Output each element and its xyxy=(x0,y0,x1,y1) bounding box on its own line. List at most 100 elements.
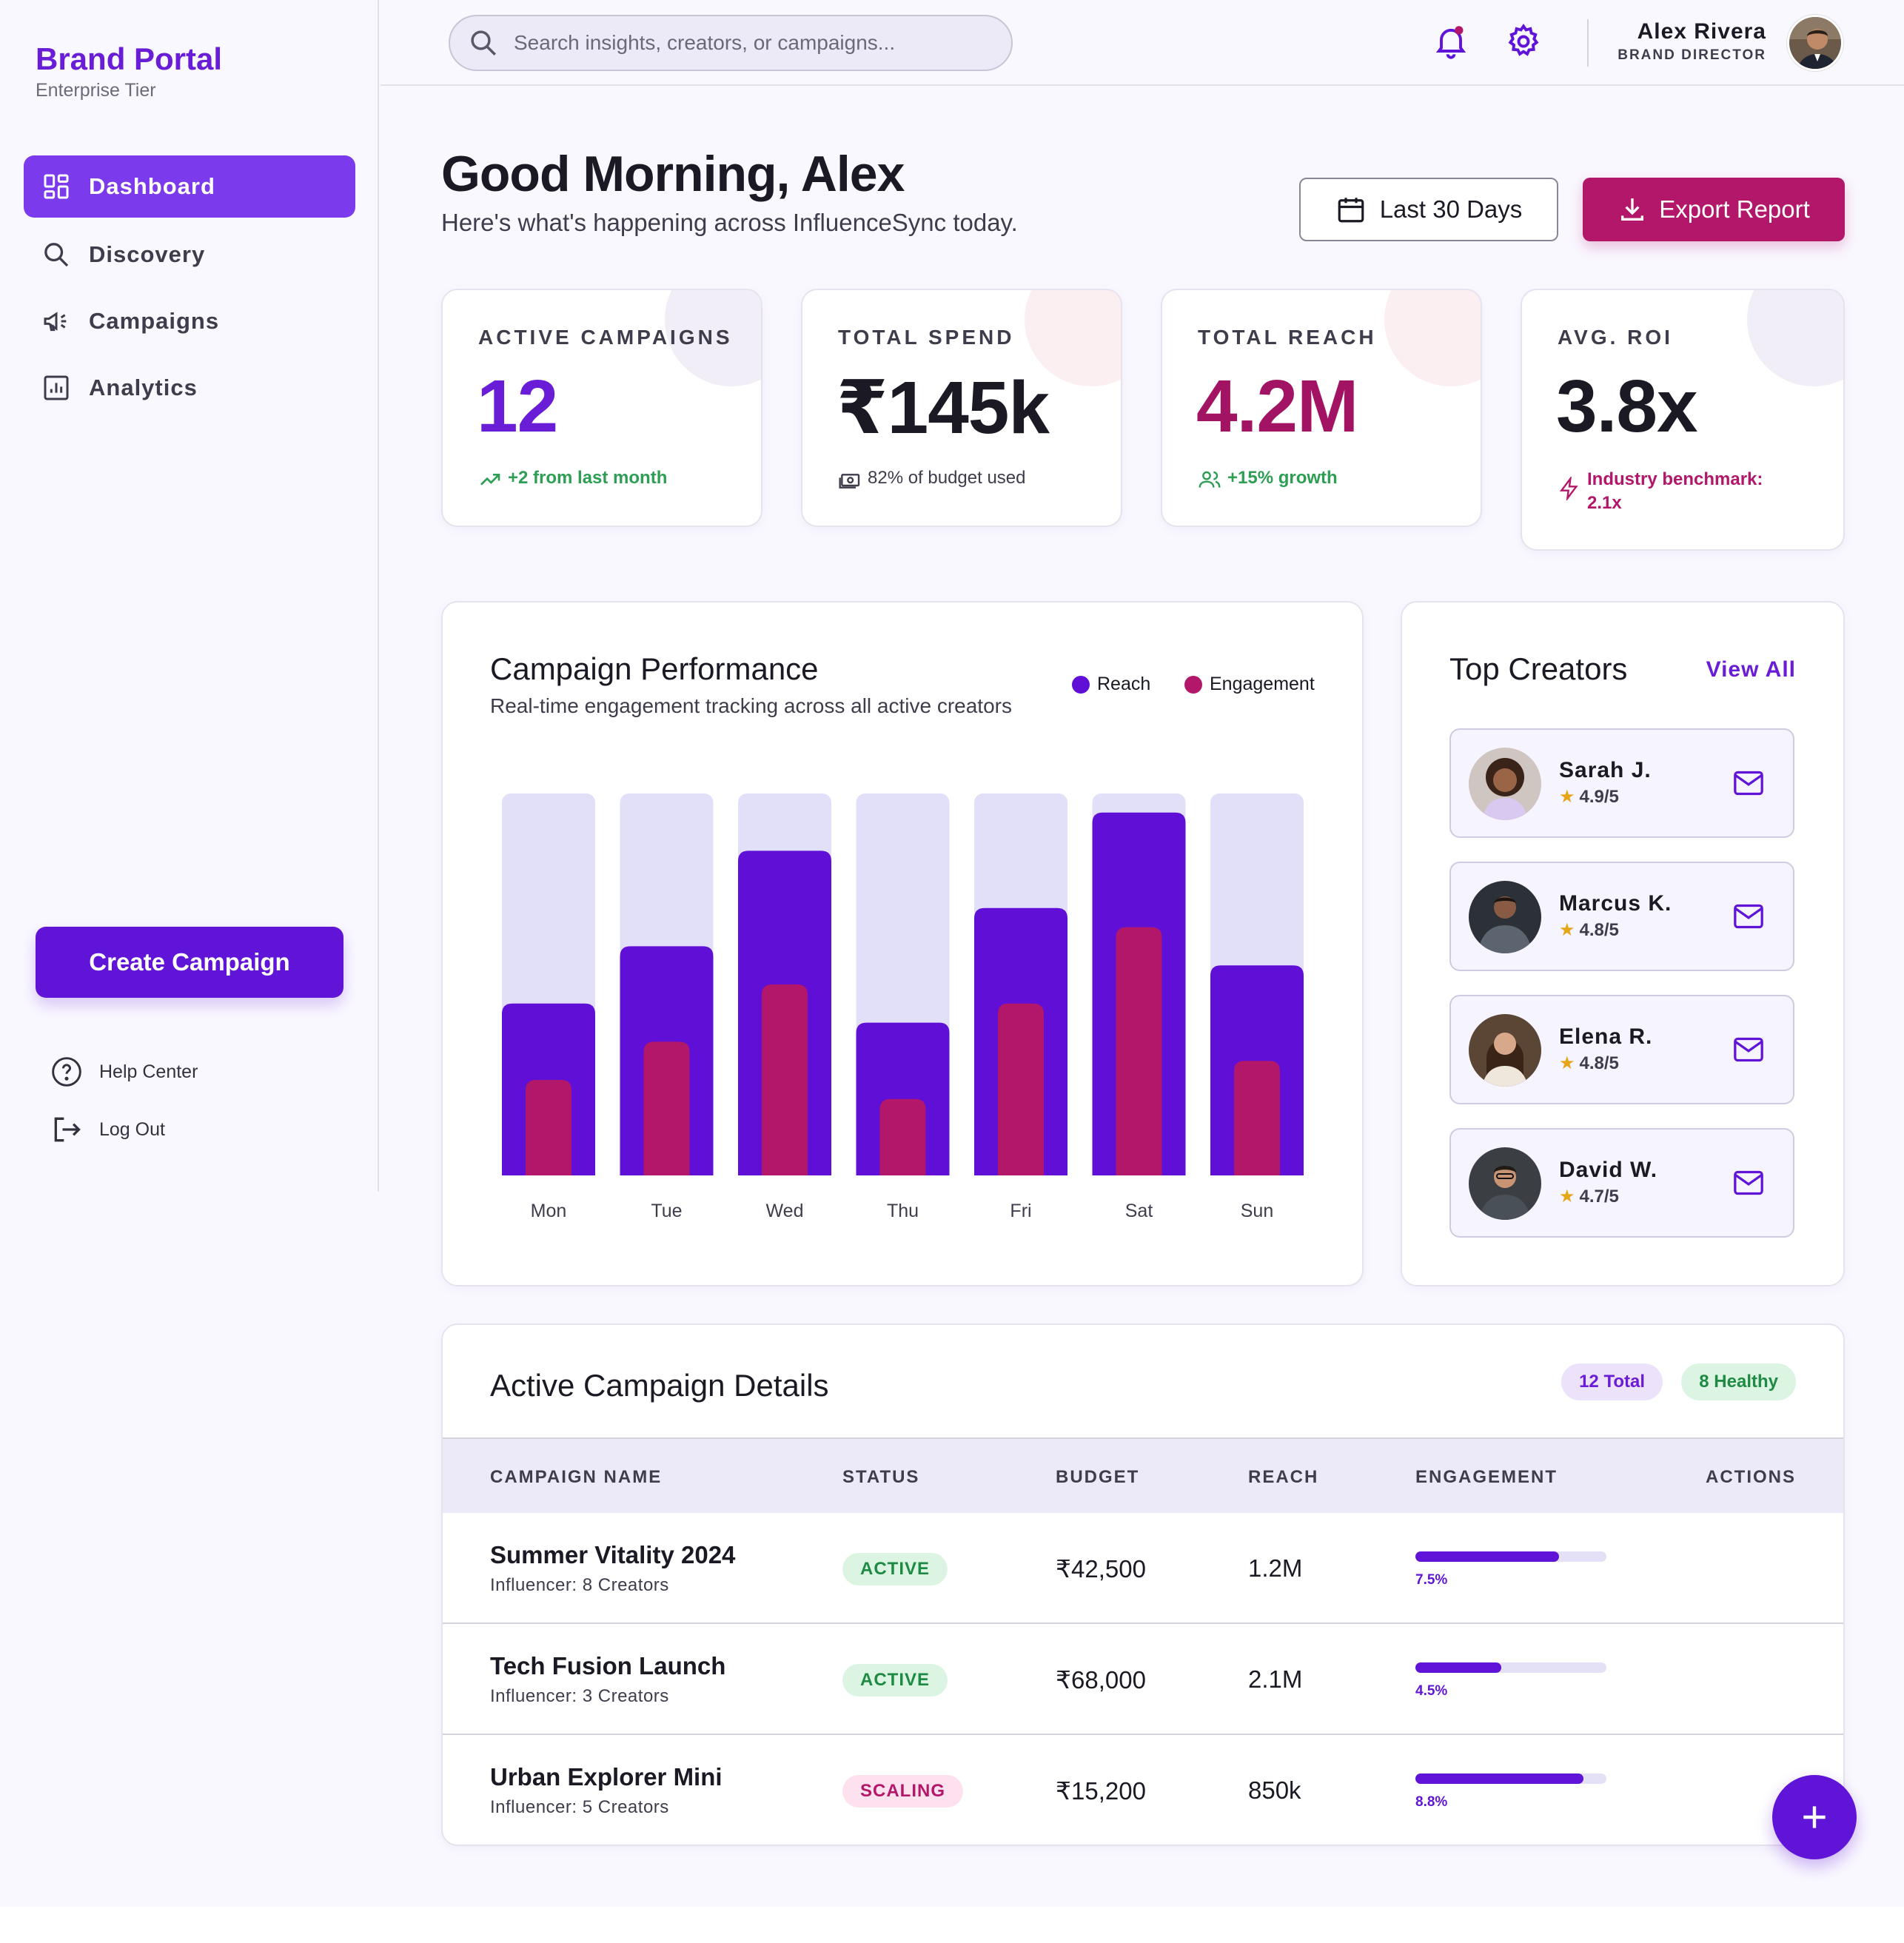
engagement-bar xyxy=(1415,1773,1606,1784)
view-all-link[interactable]: View All xyxy=(1706,657,1796,682)
brand-tier: Enterprise Tier xyxy=(36,80,156,101)
engagement-value: 7.5% xyxy=(1415,1572,1448,1588)
table-row[interactable]: Tech Fusion Launch Influencer: 3 Creator… xyxy=(443,1624,1843,1735)
star-icon: ★ xyxy=(1559,787,1575,807)
creator-rating: ★ 4.8/5 xyxy=(1559,1053,1619,1074)
dashboard-icon xyxy=(44,174,69,199)
x-tick-label: Thu xyxy=(887,1201,919,1221)
campaign-influencers: Influencer: 3 Creators xyxy=(490,1686,669,1706)
date-range-button[interactable]: Last 30 Days xyxy=(1299,178,1558,241)
add-fab-button[interactable] xyxy=(1772,1775,1857,1859)
creator-name: Elena R. xyxy=(1559,1024,1653,1049)
creator-name: David W. xyxy=(1559,1158,1658,1182)
search-bar[interactable] xyxy=(449,15,1013,71)
campaign-name: Urban Explorer Mini xyxy=(490,1763,723,1791)
star-icon: ★ xyxy=(1559,1053,1575,1073)
sidebar-item-dashboard[interactable]: Dashboard xyxy=(24,155,355,218)
logout-icon xyxy=(54,1117,81,1142)
top-creators-title: Top Creators xyxy=(1449,651,1628,686)
mail-icon[interactable] xyxy=(1732,1035,1765,1064)
column-header: ACTIONS xyxy=(1706,1467,1796,1487)
logout-link[interactable]: Log Out xyxy=(50,1113,165,1146)
bar-engagement-wed[interactable] xyxy=(762,984,808,1175)
engagement-value: 8.8% xyxy=(1415,1794,1448,1810)
bar-engagement-thu[interactable] xyxy=(879,1098,926,1175)
campaign-reach: 2.1M xyxy=(1248,1665,1303,1693)
column-header: BUDGET xyxy=(1056,1467,1140,1487)
user-role: BRAND DIRECTOR xyxy=(1618,47,1766,63)
bar-engagement-sat[interactable] xyxy=(1116,927,1162,1175)
campaign-reach: 1.2M xyxy=(1248,1554,1303,1582)
sidebar-item-campaigns[interactable]: Campaigns xyxy=(24,290,355,352)
export-report-button[interactable]: Export Report xyxy=(1583,178,1845,241)
avatar xyxy=(1469,881,1541,953)
bell-icon[interactable] xyxy=(1432,22,1470,61)
x-tick-label: Fri xyxy=(1010,1201,1031,1221)
legend-engagement: Engagement xyxy=(1184,674,1315,695)
table-title: Active Campaign Details xyxy=(490,1368,829,1403)
stat-foot-text: 82% of budget used xyxy=(868,468,1026,488)
gear-icon[interactable] xyxy=(1504,22,1543,61)
plus-icon xyxy=(1803,1806,1826,1828)
creator-card[interactable]: Marcus K. ★ 4.8/5 xyxy=(1449,862,1794,971)
creator-name: Marcus K. xyxy=(1559,891,1672,916)
page-subtitle: Here's what's happening across Influence… xyxy=(441,209,1018,236)
help-icon xyxy=(52,1057,81,1087)
search-input[interactable] xyxy=(514,31,995,55)
bar-engagement-mon[interactable] xyxy=(526,1080,571,1175)
stat-foot: +2 from last month xyxy=(478,468,667,491)
stat-value: 3.8x xyxy=(1556,365,1698,448)
engagement-bar xyxy=(1415,1551,1606,1562)
creator-name: Sarah J. xyxy=(1559,758,1652,782)
campaign-performance-card: Campaign Performance Real-time engagemen… xyxy=(441,601,1364,1286)
engagement-fill xyxy=(1415,1551,1559,1562)
sidebar-item-discovery[interactable]: Discovery xyxy=(24,224,355,286)
mail-icon[interactable] xyxy=(1732,902,1765,931)
campaign-influencers: Influencer: 8 Creators xyxy=(490,1575,669,1595)
legend-label: Reach xyxy=(1097,674,1151,694)
rating-value: 4.8/5 xyxy=(1579,920,1619,940)
avatar xyxy=(1469,748,1541,820)
sidebar-item-label: Dashboard xyxy=(89,173,215,199)
footer-strip xyxy=(0,1907,1904,1943)
creator-rating: ★ 4.9/5 xyxy=(1559,786,1619,808)
creator-rating: ★ 4.7/5 xyxy=(1559,1186,1619,1207)
mail-icon[interactable] xyxy=(1732,768,1765,798)
creator-card[interactable]: Sarah J. ★ 4.9/5 xyxy=(1449,728,1794,838)
stat-foot-text: +15% growth xyxy=(1227,468,1338,488)
creator-rating: ★ 4.8/5 xyxy=(1559,919,1619,941)
rating-value: 4.8/5 xyxy=(1579,1053,1619,1073)
stat-value: 4.2M xyxy=(1196,365,1358,448)
total-badge: 12 Total xyxy=(1561,1363,1663,1400)
rating-value: 4.7/5 xyxy=(1579,1187,1619,1207)
trending-up-icon xyxy=(480,474,500,486)
creator-card[interactable]: Elena R. ★ 4.8/5 xyxy=(1449,995,1794,1104)
chart-title: Campaign Performance xyxy=(490,651,819,686)
campaign-reach: 850k xyxy=(1248,1776,1301,1804)
create-campaign-button[interactable]: Create Campaign xyxy=(36,927,343,998)
sidebar-item-analytics[interactable]: Analytics xyxy=(24,357,355,419)
top-creators-card: Top Creators View All Sarah J. ★ 4.9/5 Ma… xyxy=(1401,601,1845,1286)
x-tick-label: Tue xyxy=(651,1201,682,1221)
sidebar-item-label: Discovery xyxy=(89,241,206,267)
avatar[interactable] xyxy=(1787,15,1843,71)
engagement-fill xyxy=(1415,1662,1502,1673)
mail-icon[interactable] xyxy=(1732,1168,1765,1198)
legend-label: Engagement xyxy=(1210,674,1315,694)
column-header: REACH xyxy=(1248,1467,1319,1487)
x-tick-label: Sun xyxy=(1241,1201,1273,1221)
column-header: ENGAGEMENT xyxy=(1415,1467,1558,1487)
sidebar: Brand Portal Enterprise Tier Dashboard D… xyxy=(0,0,379,1192)
stat-card-total-spend: TOTAL SPEND ₹145k 82% of budget used xyxy=(801,289,1122,527)
lightning-icon xyxy=(1559,477,1578,500)
bar-engagement-sun[interactable] xyxy=(1234,1061,1280,1175)
table-row[interactable]: Urban Explorer Mini Influencer: 5 Creato… xyxy=(443,1735,1843,1845)
stat-label: TOTAL SPEND xyxy=(838,326,1015,349)
campaign-budget: ₹15,200 xyxy=(1056,1777,1146,1805)
sidebar-item-label: Analytics xyxy=(89,375,198,400)
creator-card[interactable]: David W. ★ 4.7/5 xyxy=(1449,1128,1794,1238)
help-center-link[interactable]: Help Center xyxy=(50,1056,198,1088)
bar-engagement-tue[interactable] xyxy=(643,1041,690,1175)
bar-engagement-fri[interactable] xyxy=(998,1003,1044,1175)
table-row[interactable]: Summer Vitality 2024 Influencer: 8 Creat… xyxy=(443,1513,1843,1624)
